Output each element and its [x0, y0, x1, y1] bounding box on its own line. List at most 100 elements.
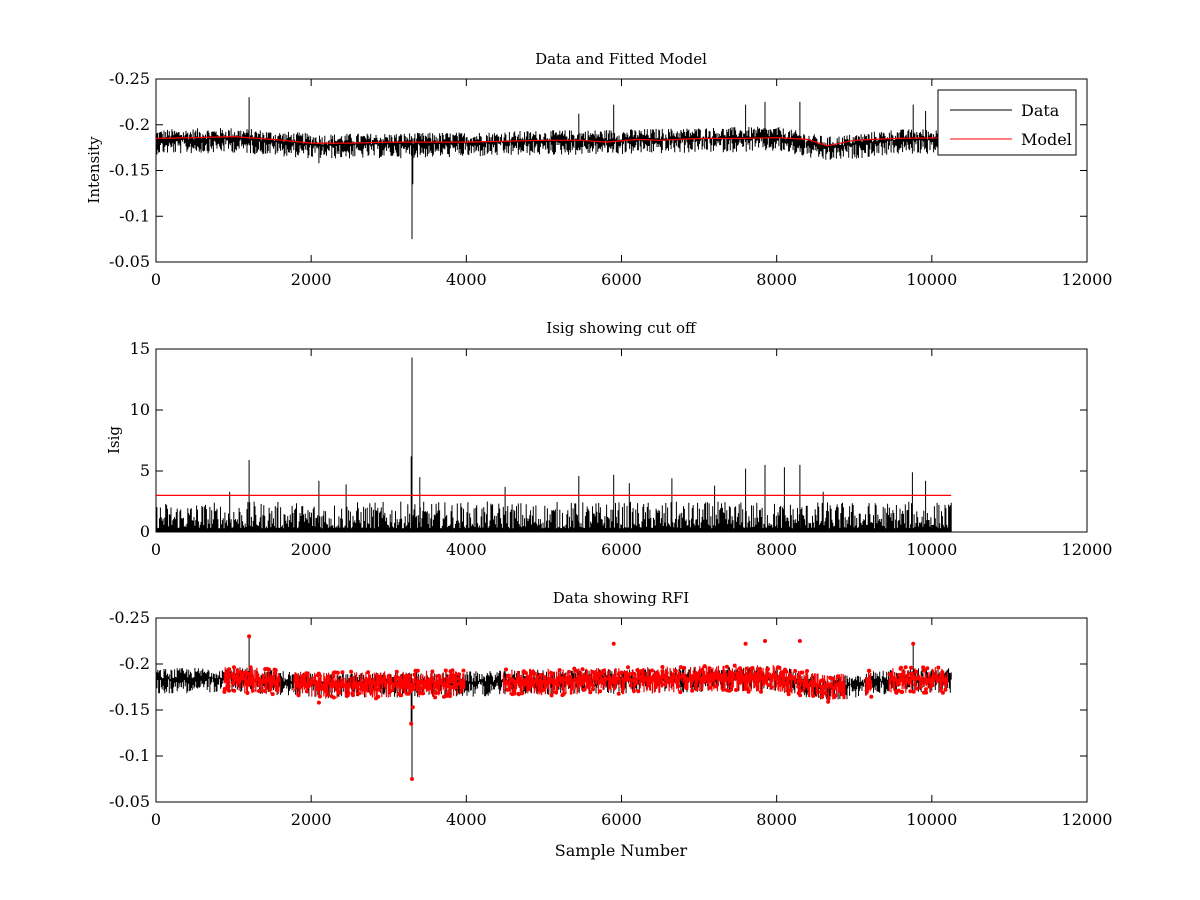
rfi-point [298, 684, 303, 689]
rfi-point [315, 673, 320, 678]
rfi-point [779, 671, 784, 676]
rfi-point [694, 687, 699, 692]
rfi-point [250, 688, 255, 693]
rfi-point [793, 669, 798, 673]
rfi-point [636, 689, 641, 694]
rfi-point [673, 674, 678, 679]
x-tick-label: 2000 [291, 810, 332, 829]
rfi-point [541, 687, 546, 692]
rfi-point [631, 689, 636, 693]
rfi-point [504, 667, 508, 672]
rfi-point [653, 685, 658, 689]
rfi-point [763, 639, 767, 643]
rfi-point [832, 686, 837, 690]
y-axis-label: Isig [105, 426, 123, 454]
rfi-point [721, 678, 726, 683]
rfi-point [925, 666, 930, 671]
rfi-point [729, 673, 734, 678]
rfi-point [523, 678, 528, 682]
rfi-point [718, 677, 723, 682]
rfi-point [576, 675, 581, 680]
rfi-point [315, 687, 320, 692]
rfi-point [890, 676, 895, 681]
rfi-point [346, 690, 351, 695]
rfi-point [682, 665, 687, 670]
rfi-point [313, 680, 318, 685]
rfi-point [232, 688, 237, 693]
panel-title: Isig showing cut off [546, 319, 697, 337]
rfi-point [909, 671, 913, 676]
rfi-point [911, 689, 916, 694]
model-line [155, 135, 952, 147]
rfi-point [898, 666, 903, 671]
rfi-point [410, 705, 415, 710]
rfi-point [452, 685, 457, 690]
rfi-point [739, 679, 744, 684]
rfi-point [426, 678, 431, 683]
rfi-point [378, 674, 383, 679]
rfi-point [761, 681, 766, 686]
rfi-point [837, 688, 842, 693]
x-tick-label: 6000 [601, 810, 642, 829]
rfi-point [869, 694, 874, 699]
rfi-point [419, 691, 423, 696]
rfi-point [918, 684, 923, 689]
rfi-point [673, 668, 678, 673]
rfi-point [569, 679, 574, 684]
rfi-point [542, 675, 547, 680]
rfi-point [582, 687, 586, 692]
rfi-point [247, 677, 252, 682]
rfi-point [864, 688, 869, 693]
rfi-point [826, 696, 831, 701]
rfi-point [833, 693, 838, 698]
rfi-point [560, 693, 565, 698]
legend-box [937, 89, 1077, 156]
rfi-point [800, 670, 805, 675]
rfi-point [785, 676, 790, 681]
y-tick-label: -0.1 [119, 206, 150, 225]
rfi-point [527, 687, 531, 691]
rfi-point [616, 672, 621, 677]
rfi-point [662, 682, 667, 687]
rfi-point [580, 674, 585, 679]
y-axis-label: Intensity [85, 136, 103, 204]
rfi-point [521, 682, 526, 687]
rfi-point [934, 674, 938, 679]
isig-trace [155, 357, 952, 532]
data-trace [155, 97, 952, 240]
x-tick-label: 10000 [906, 270, 957, 289]
rfi-point [908, 689, 913, 694]
rfi-point [903, 678, 908, 683]
rfi-point [388, 689, 393, 694]
x-tick-label: 6000 [601, 540, 642, 559]
rfi-point [505, 681, 509, 686]
rfi-point [318, 686, 323, 691]
x-tick-label: 4000 [446, 270, 487, 289]
rfi-point [826, 699, 831, 704]
rfi-point [702, 664, 707, 669]
rfi-point [655, 680, 660, 685]
rfi-point [587, 675, 592, 679]
rfi-point [394, 669, 399, 674]
rfi-point [399, 693, 404, 698]
x-axis-label: Sample Number [555, 841, 688, 860]
rfi-point [757, 678, 761, 683]
rfi-point [505, 673, 510, 678]
rfi-point [227, 672, 232, 677]
rfi-point [247, 634, 252, 639]
rfi-point [688, 677, 693, 681]
rfi-point [244, 682, 249, 687]
rfi-point [912, 682, 917, 687]
rfi-point [940, 690, 945, 695]
rfi-point [274, 686, 279, 691]
rfi-point [549, 693, 554, 698]
rfi-point [805, 669, 809, 673]
rfi-point [737, 672, 742, 677]
rfi-point [516, 692, 521, 697]
rfi-point [746, 689, 751, 694]
rfi-point [401, 679, 406, 683]
rfi-point [591, 670, 596, 674]
rfi-point [616, 691, 621, 696]
panel-isig-showing-cut-off: Isig showing cut off Isig 0 2000 4000 6000 8… [105, 319, 1112, 559]
rfi-point [798, 688, 802, 693]
